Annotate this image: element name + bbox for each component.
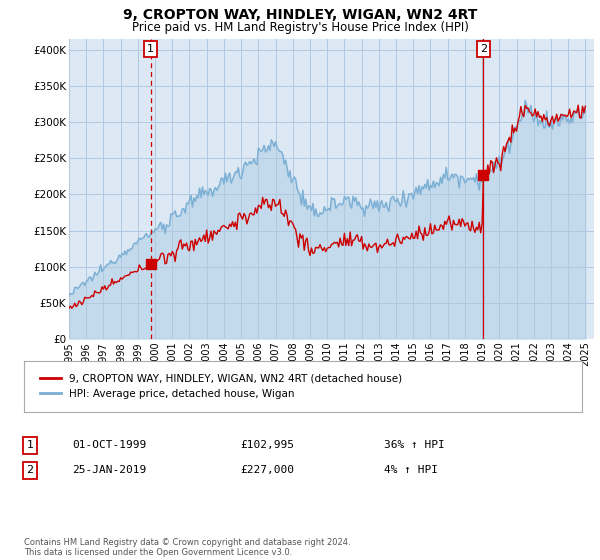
Text: 1: 1 — [147, 44, 154, 54]
Text: Price paid vs. HM Land Registry's House Price Index (HPI): Price paid vs. HM Land Registry's House … — [131, 21, 469, 34]
Text: 9, CROPTON WAY, HINDLEY, WIGAN, WN2 4RT: 9, CROPTON WAY, HINDLEY, WIGAN, WN2 4RT — [123, 8, 477, 22]
Text: 2: 2 — [480, 44, 487, 54]
Text: 4% ↑ HPI: 4% ↑ HPI — [384, 465, 438, 475]
Legend: 9, CROPTON WAY, HINDLEY, WIGAN, WN2 4RT (detached house), HPI: Average price, de: 9, CROPTON WAY, HINDLEY, WIGAN, WN2 4RT … — [35, 368, 407, 404]
Text: 1: 1 — [26, 440, 34, 450]
Text: £227,000: £227,000 — [240, 465, 294, 475]
Text: 25-JAN-2019: 25-JAN-2019 — [72, 465, 146, 475]
Text: 01-OCT-1999: 01-OCT-1999 — [72, 440, 146, 450]
Text: £102,995: £102,995 — [240, 440, 294, 450]
Text: Contains HM Land Registry data © Crown copyright and database right 2024.
This d: Contains HM Land Registry data © Crown c… — [24, 538, 350, 557]
Text: 2: 2 — [26, 465, 34, 475]
Text: 36% ↑ HPI: 36% ↑ HPI — [384, 440, 445, 450]
